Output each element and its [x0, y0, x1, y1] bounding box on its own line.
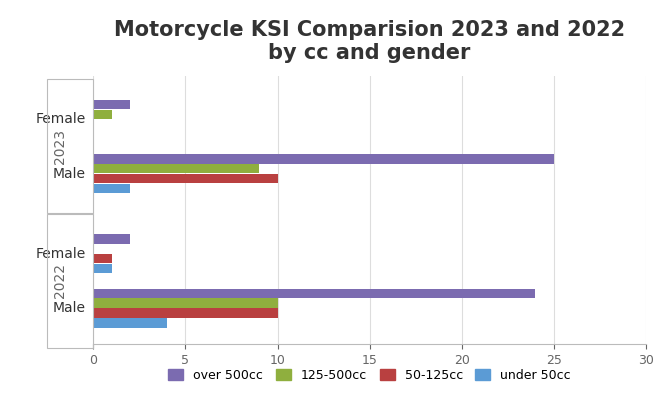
Text: 2022: 2022 — [53, 263, 67, 298]
Text: 2023: 2023 — [53, 129, 67, 164]
Text: Female: Female — [35, 112, 86, 126]
Bar — [47, 79, 93, 213]
Title: Motorcycle KSI Comparision 2023 and 2022
by cc and gender: Motorcycle KSI Comparision 2023 and 2022… — [114, 20, 625, 63]
Bar — [47, 214, 93, 348]
Text: Male: Male — [53, 301, 86, 315]
Bar — [93, 308, 278, 318]
Bar — [93, 234, 130, 244]
Bar — [93, 299, 278, 308]
Bar — [93, 110, 112, 119]
Legend: over 500cc, 125-500cc, 50-125cc, under 50cc: over 500cc, 125-500cc, 50-125cc, under 5… — [163, 364, 576, 386]
Bar — [93, 174, 278, 183]
Bar — [93, 264, 112, 273]
Bar — [93, 184, 130, 193]
Bar — [93, 164, 259, 173]
Bar — [93, 100, 130, 109]
Bar — [93, 154, 554, 164]
Bar — [93, 289, 535, 298]
Text: Male: Male — [53, 167, 86, 181]
Bar — [93, 318, 167, 328]
Text: Female: Female — [35, 247, 86, 260]
Bar — [93, 254, 112, 263]
